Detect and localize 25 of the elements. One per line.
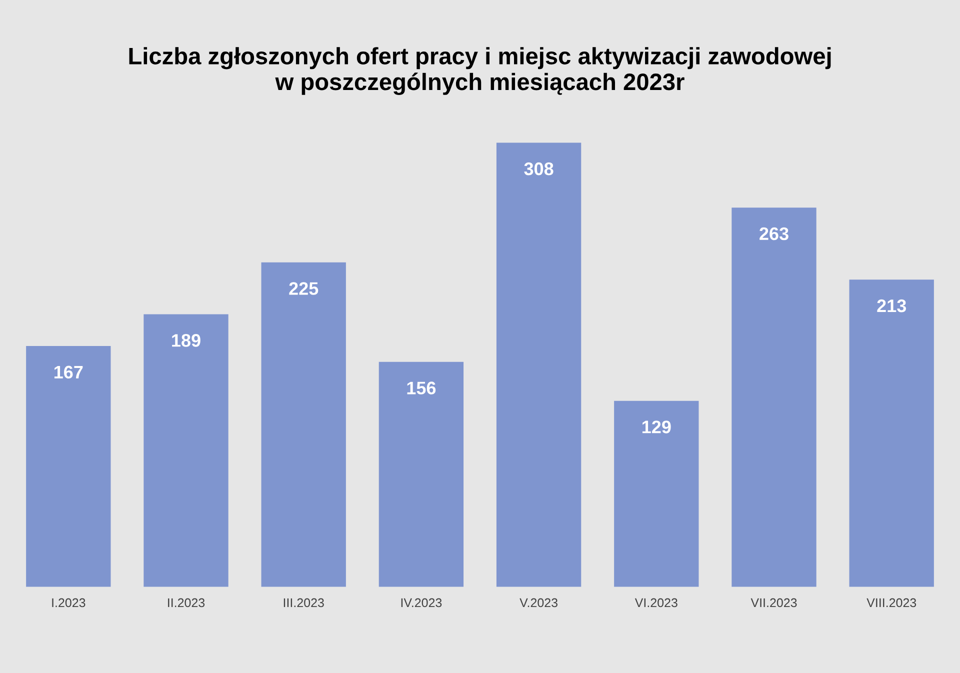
data-label: 263 (760, 227, 788, 240)
data-label: 167 (54, 366, 83, 379)
x-tick-label: II.2023 (168, 598, 205, 608)
bar (378, 362, 464, 587)
bar (144, 314, 228, 587)
x-tick-label: III.2023 (284, 598, 324, 608)
data-label: 156 (407, 382, 436, 394)
data-label: 213 (877, 299, 906, 312)
data-label: 189 (172, 334, 200, 347)
bar (261, 262, 346, 587)
data-label: 225 (289, 282, 318, 295)
bar (496, 142, 582, 587)
x-tick-label: VIII.2023 (866, 598, 916, 608)
x-tick-label: V.2023 (520, 598, 558, 608)
bar (732, 208, 816, 587)
x-tick-label: VII.2023 (750, 598, 797, 608)
x-tick-label: I.2023 (52, 598, 86, 608)
data-label: 308 (524, 162, 554, 176)
x-tick-label: IV.2023 (401, 598, 442, 608)
bar (26, 346, 111, 587)
data-label: 129 (642, 420, 671, 434)
chart-title: Liczba zgłoszonych ofert pracy i miejsc aktywizacji zawodowej w poszczególnych miesiącach 2023r (129, 47, 831, 96)
bar (614, 400, 699, 587)
x-tick-label: VI.2023 (634, 598, 678, 608)
bar (849, 280, 934, 587)
